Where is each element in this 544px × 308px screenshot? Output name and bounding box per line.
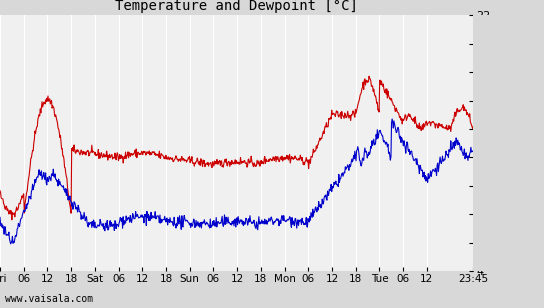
Text: www.vaisala.com: www.vaisala.com xyxy=(5,294,94,304)
Title: Temperature and Dewpoint [°C]: Temperature and Dewpoint [°C] xyxy=(115,0,358,13)
